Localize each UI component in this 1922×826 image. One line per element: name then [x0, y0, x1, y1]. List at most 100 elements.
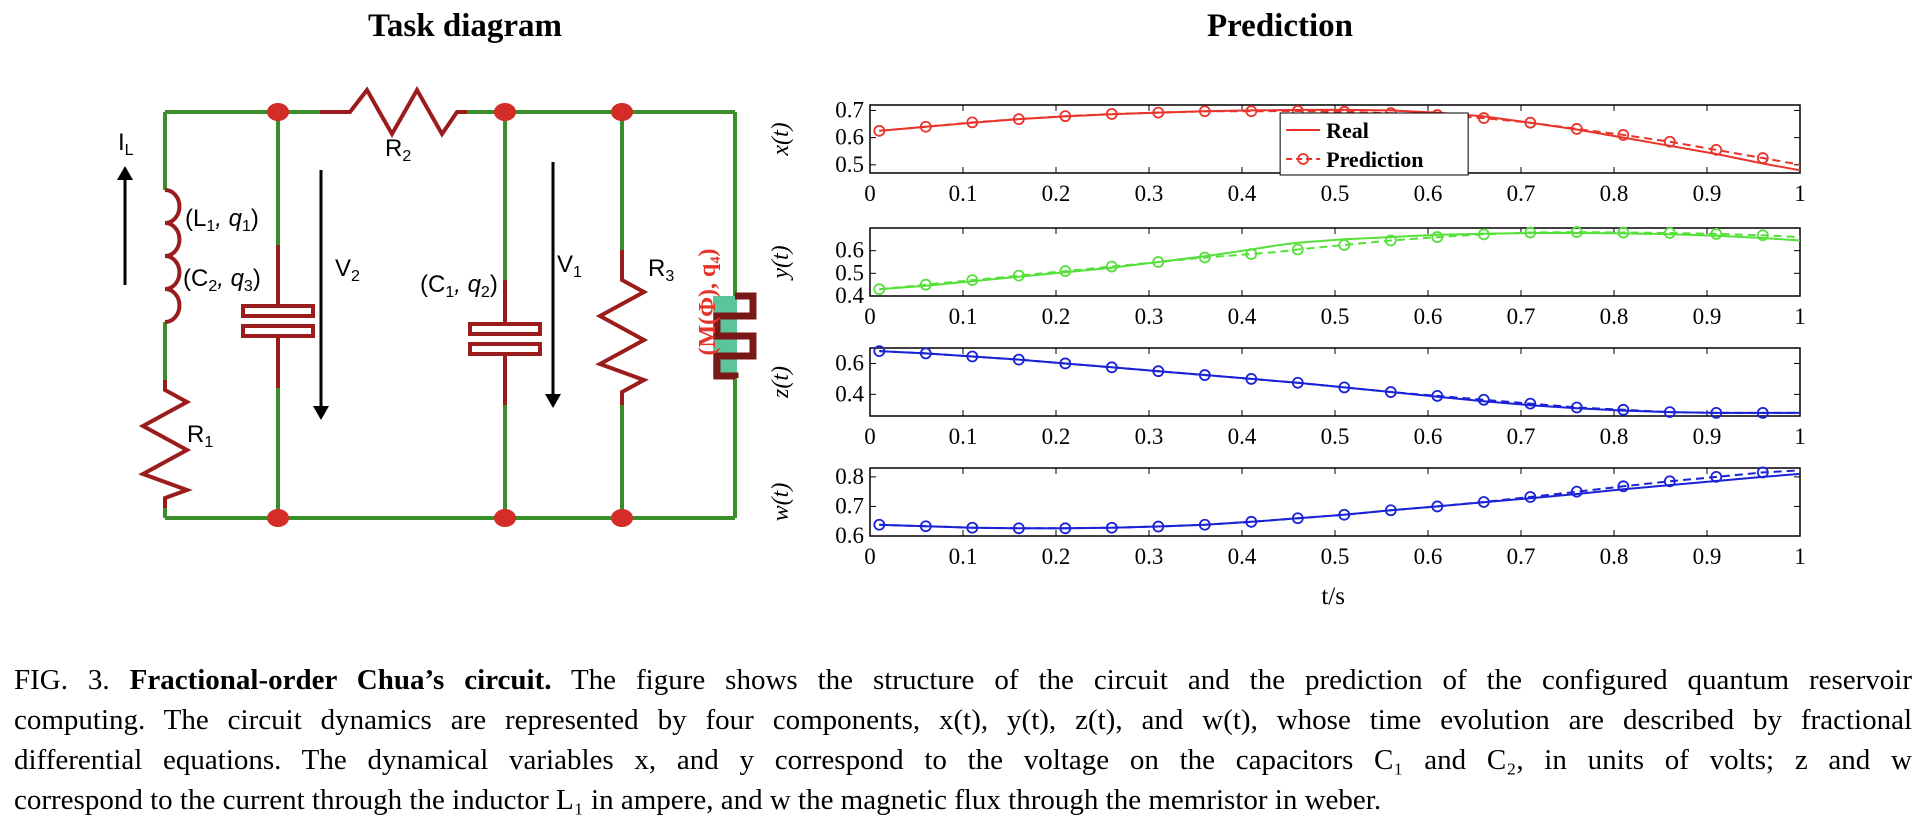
inductor-l1: [164, 188, 182, 324]
x-tick-label: 0.5: [1321, 544, 1350, 569]
real-line: [879, 232, 1801, 291]
caption-bold-title: Fractional-order Chua’s circuit.: [129, 664, 552, 696]
x-tick-label: 0.8: [1600, 424, 1629, 449]
prediction-marker: [919, 347, 932, 360]
x-tick-label: 0.2: [1042, 544, 1071, 569]
y-axis-label: x(t): [770, 122, 794, 156]
current-arrow: [117, 166, 133, 285]
x-tick-label: 0.2: [1042, 304, 1071, 329]
prediction-marker: [1524, 491, 1537, 503]
prediction-marker: [1524, 226, 1537, 239]
prediction-marker: [1384, 504, 1397, 517]
prediction-marker: [1663, 135, 1676, 148]
x-tick-label: 1: [1794, 181, 1806, 206]
prediction-marker: [1710, 470, 1723, 483]
real-line: [879, 350, 1800, 414]
circuit-nodes: [267, 103, 633, 527]
legend: Real Prediction: [1279, 112, 1469, 176]
voltage-arrow-v2: [313, 170, 329, 420]
resistor-r2: [320, 85, 467, 139]
real-line: [879, 108, 1801, 172]
prediction-marker: [1617, 129, 1630, 141]
x-tick-label: 0.7: [1507, 424, 1536, 449]
caption-line-3: differential equations. The dynamical va…: [14, 744, 1912, 776]
prediction-marker: [1570, 226, 1583, 238]
prediction-marker: [1710, 227, 1723, 240]
real-line: [879, 472, 1801, 530]
prediction-marker: [1524, 397, 1537, 410]
label-r3: R3: [648, 255, 674, 285]
prediction-title: Prediction: [1206, 8, 1354, 44]
y-axis-label: z(t): [770, 366, 794, 399]
label-r2: R2: [385, 135, 411, 165]
prediction-marker: [873, 124, 886, 137]
x-tick-label: 0.8: [1600, 304, 1629, 329]
x-tick-label: 0.4: [1228, 544, 1257, 569]
plot-panel-w: 0 0.1 0.2 0.3 0.4 0.5 0.6 0.7 0.8 0.9 1 0.6 0.7 0.8 w(…: [770, 464, 1806, 610]
prediction-marker: [1756, 152, 1769, 164]
legend-prediction-marker: [1297, 153, 1310, 165]
prediction-marker: [1291, 243, 1304, 256]
capacitor-c2: [241, 245, 315, 388]
figure-caption: FIG. 3. Fractional-order Chua’s circuit.…: [14, 660, 1912, 820]
x-tick-label: 0.7: [1507, 304, 1536, 329]
resistor-r3: [595, 250, 649, 405]
prediction-line: [879, 231, 1801, 291]
prediction-marker: [1012, 522, 1025, 535]
resistor-r1: [138, 380, 193, 508]
plot-frame: [869, 467, 1801, 537]
x-tick-label: 0.9: [1693, 181, 1722, 206]
prediction-marker: [1477, 228, 1490, 241]
circuit-diagram: IL R2 (L1, q1) (C2, q3) V2 (C1, q2) V1 R…: [117, 85, 757, 527]
x-tick-label: 0.6: [1414, 181, 1443, 206]
label-v1: V1: [557, 251, 582, 281]
label-c1-q2: (C1, q2): [420, 271, 498, 301]
x-tick-label: 0.1: [949, 424, 978, 449]
x-tick-label: 0.5: [1321, 424, 1350, 449]
label-v2: V2: [335, 255, 360, 285]
x-tick-label: 1: [1794, 424, 1806, 449]
caption-line-1-rest: The figure shows the structure of the ci…: [570, 664, 1912, 696]
x-tick-label: 0.5: [1321, 304, 1350, 329]
x-tick-label: 0.8: [1600, 544, 1629, 569]
prediction-marker: [1291, 512, 1304, 525]
label-r1: R1: [187, 421, 213, 451]
x-tick-label: 0.7: [1507, 181, 1536, 206]
prediction-marker: [1617, 226, 1630, 239]
x-tick-label: 0.9: [1693, 424, 1722, 449]
prediction-marker: [1710, 407, 1723, 419]
legend-real-label: Real: [1326, 118, 1369, 143]
caption-fig-number: FIG. 3.: [14, 664, 110, 696]
x-tick-label: 0.6: [1414, 424, 1443, 449]
label-memristor: (M(Φ), q₄): [695, 248, 721, 355]
plot-panel-x: 0 0.1 0.2 0.3 0.4 0.5 0.6 0.7 0.8 0.9 10.50.60.7x(…: [770, 97, 1806, 206]
node: [494, 509, 516, 527]
y-tick-label: 0.7: [835, 97, 864, 122]
prediction-marker: [1198, 518, 1211, 531]
x-tick-label: 1: [1794, 304, 1806, 329]
x-tick-label: 0.3: [1135, 544, 1164, 569]
x-tick-label: 0: [864, 304, 876, 329]
label-il: IL: [118, 129, 134, 159]
prediction-marker: [1617, 403, 1630, 416]
prediction-marker: [919, 278, 932, 291]
x-tick-label: 0.1: [949, 544, 978, 569]
y-tick-label: 0.5: [835, 152, 864, 177]
x-tick-label: 0.2: [1042, 181, 1071, 206]
y-tick-label: 0.8: [835, 464, 864, 489]
prediction-marker: [919, 120, 932, 133]
plot-frame: [869, 227, 1801, 297]
prediction-marker: [1384, 386, 1397, 398]
x-tick-label: 0.4: [1228, 304, 1257, 329]
memristor: [713, 292, 757, 380]
prediction-plots: 0 0.1 0.2 0.3 0.4 0.5 0.6 0.7 0.8 0.9 1 0.5 0.6 0.7 x(…: [770, 97, 1806, 610]
prediction-marker: [1477, 112, 1490, 124]
y-tick-label: 0.6: [835, 350, 864, 375]
prediction-marker: [1012, 353, 1025, 366]
prediction-marker: [1291, 376, 1304, 389]
x-tick-label: 0: [864, 181, 876, 206]
prediction-marker: [1524, 116, 1537, 129]
prediction-marker: [1105, 521, 1118, 534]
prediction-marker: [1663, 406, 1676, 419]
x-tick-label: 0.1: [949, 304, 978, 329]
